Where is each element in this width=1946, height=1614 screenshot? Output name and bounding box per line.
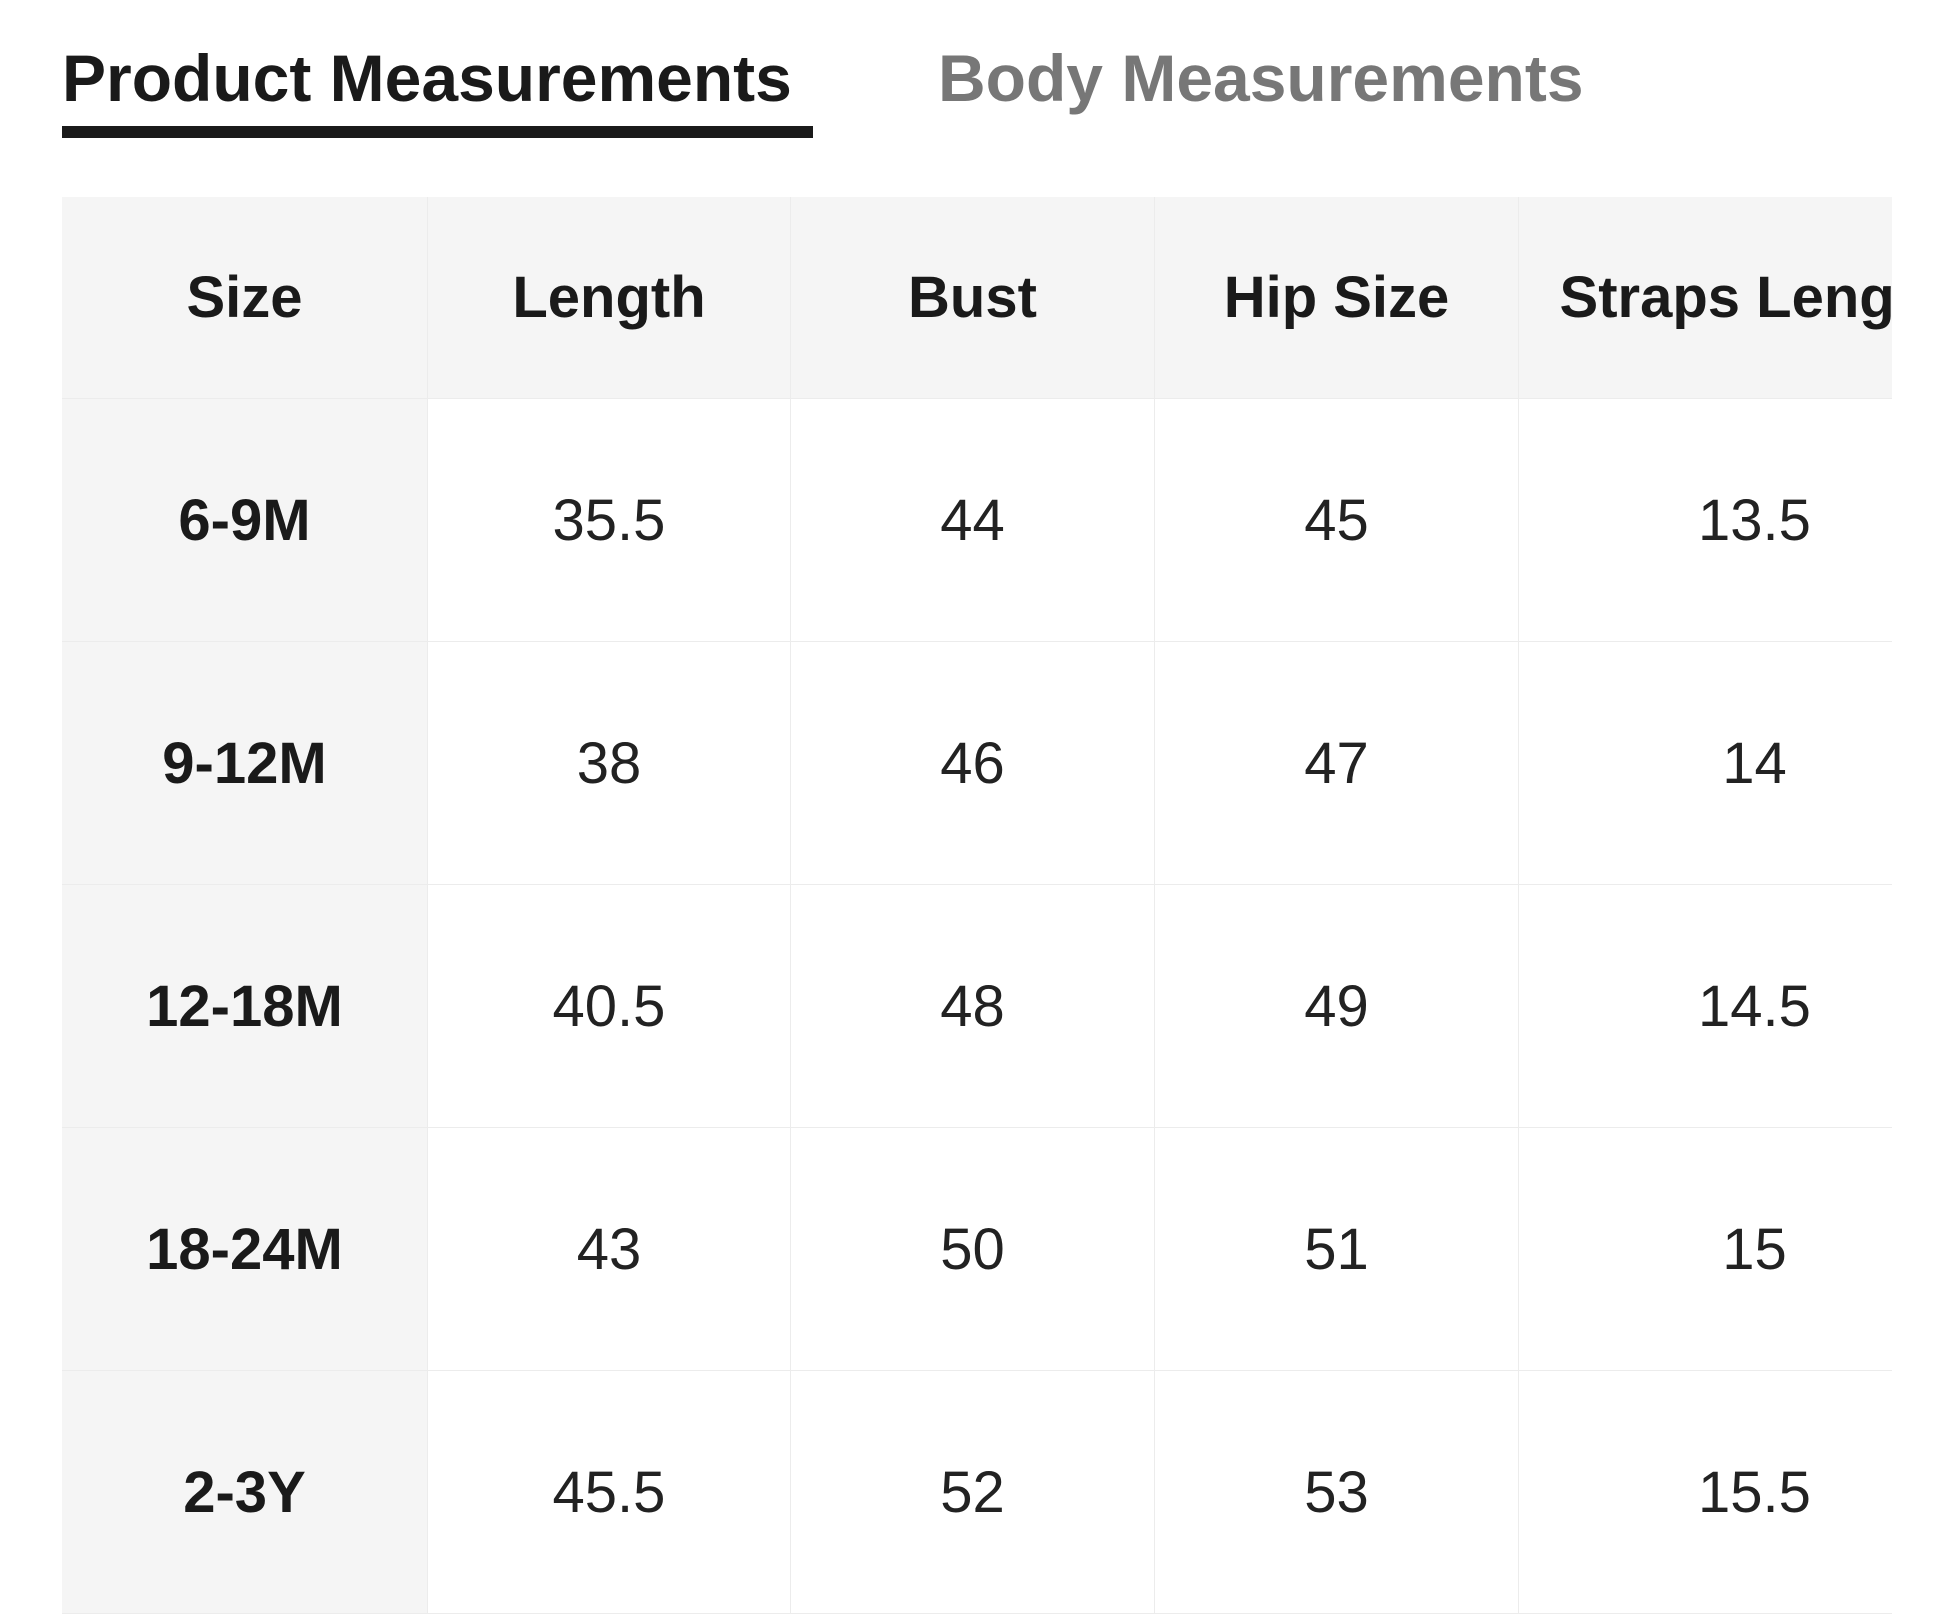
table-cell: 14 — [1519, 642, 1892, 885]
tab[interactable]: Body Measurements — [938, 41, 1584, 115]
table-cell: 46 — [791, 642, 1155, 885]
table-cell: 35.5 — [428, 399, 791, 642]
table-cell: 43 — [428, 1128, 791, 1371]
table-cell: 44 — [791, 399, 1155, 642]
tab-underline — [62, 126, 813, 138]
table-cell: 48 — [791, 885, 1155, 1128]
table-cell: 47 — [1155, 642, 1519, 885]
table-cell: 45 — [1155, 399, 1519, 642]
table-cell: 53 — [1155, 1371, 1519, 1614]
column-header: Length — [428, 197, 791, 399]
table-cell: 50 — [791, 1128, 1155, 1371]
column-header: Hip Size — [1155, 197, 1519, 399]
table-cell: 13.5 — [1519, 399, 1892, 642]
size-label: 6-9M — [62, 399, 428, 642]
table-cell: 49 — [1155, 885, 1519, 1128]
table-cell: 15 — [1519, 1128, 1892, 1371]
table-cell: 40.5 — [428, 885, 791, 1128]
column-header: Bust — [791, 197, 1155, 399]
size-label: 18-24M — [62, 1128, 428, 1371]
table-cell: 52 — [791, 1371, 1155, 1614]
size-label: 9-12M — [62, 642, 428, 885]
table-cell: 14.5 — [1519, 885, 1892, 1128]
table-cell: 15.5 — [1519, 1371, 1892, 1614]
tab-active[interactable]: Product Measurements — [62, 41, 792, 115]
table-cell: 45.5 — [428, 1371, 791, 1614]
column-header: Size — [62, 197, 428, 399]
column-header: Straps Length — [1519, 197, 1892, 399]
table-cell: 38 — [428, 642, 791, 885]
size-label: 12-18M — [62, 885, 428, 1128]
size-label: 2-3Y — [62, 1371, 428, 1614]
table-cell: 51 — [1155, 1128, 1519, 1371]
